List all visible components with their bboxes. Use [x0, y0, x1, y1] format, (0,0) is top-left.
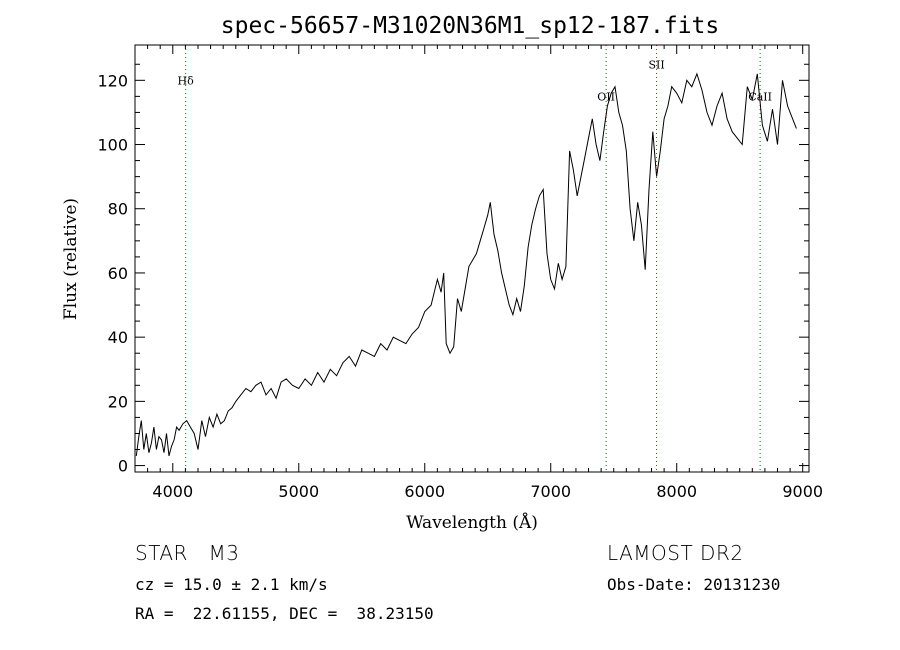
- x-axis-label: Wavelength (Å): [406, 512, 538, 533]
- y-tick-label: 120: [97, 71, 128, 90]
- spectral-line-markers: Hδ OII SII CaII: [178, 45, 772, 472]
- y-tick-label: 100: [97, 136, 128, 155]
- axis-ticks: 4000 5000 6000 7000 8000 9000 0 20 40 60 80 100 120: [97, 45, 823, 501]
- survey-name: LAMOST DR2: [607, 541, 744, 565]
- spectrum-line: [135, 72, 797, 457]
- y-tick-label: 60: [108, 264, 128, 283]
- x-tick-label: 5000: [278, 482, 319, 501]
- x-tick-label: 7000: [530, 482, 571, 501]
- spectral-line-label: OII: [597, 90, 615, 103]
- x-tick-label: 8000: [656, 482, 697, 501]
- y-tick-label: 0: [118, 457, 128, 476]
- x-tick-label: 9000: [782, 482, 823, 501]
- observation-date: Obs-Date: 20131230: [607, 575, 781, 594]
- x-tick-label: 4000: [152, 482, 193, 501]
- y-tick-label: 40: [108, 328, 128, 347]
- spectral-line-label: CaII: [748, 90, 772, 103]
- spectral-line-label: SII: [648, 58, 664, 71]
- y-tick-label: 20: [108, 392, 128, 411]
- y-tick-label: 80: [108, 200, 128, 219]
- y-axis-label: Flux (relative): [61, 198, 81, 320]
- x-tick-label: 6000: [404, 482, 445, 501]
- plot-frame: [134, 44, 810, 473]
- chart-title: spec-56657-M31020N36M1_sp12-187.fits: [221, 13, 720, 39]
- object-class: STAR M3: [135, 541, 240, 565]
- coordinates: RA = 22.61155, DEC = 38.23150: [135, 604, 434, 623]
- redshift-velocity: cz = 15.0 ± 2.1 km/s: [135, 575, 328, 594]
- spectral-line-label: Hδ: [178, 74, 195, 87]
